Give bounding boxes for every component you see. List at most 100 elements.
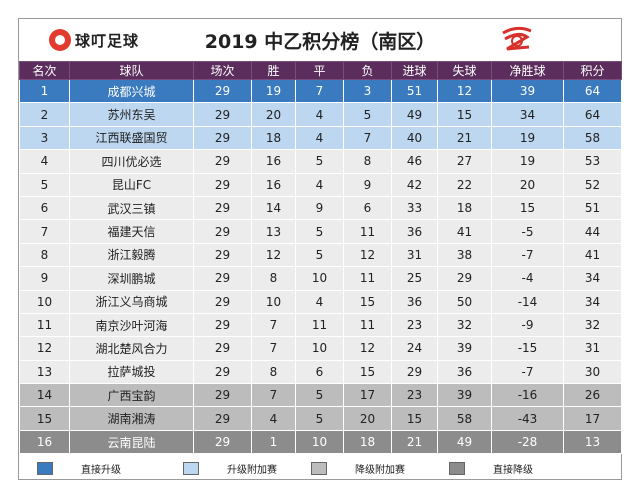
wins-cell: 7 [251,336,296,361]
goals-for-cell: 24 [391,336,438,361]
rank-cell: 3 [19,125,70,151]
goal-diff-cell: 20 [491,172,564,197]
wins-cell: 7 [251,383,296,408]
goal-diff-cell: -14 [491,289,564,314]
goal-diff-cell: -43 [491,406,564,431]
goals-against-cell: 39 [437,336,492,361]
team-cell: 拉萨城投 [69,359,194,385]
legend-swatch [311,461,327,475]
wins-cell: 14 [251,195,296,221]
points-cell: 41 [563,242,622,268]
losses-cell: 11 [343,219,392,244]
team-cell: 昆山FC [69,172,194,197]
legend-swatch [183,461,199,475]
wins-cell: 8 [251,266,296,291]
table-row: 11 南京沙叶河海 29 7 11 11 23 32 -9 32 [19,312,622,338]
goals-for-cell: 21 [391,429,438,455]
goals-for-cell: 25 [391,266,438,291]
goals-against-cell: 39 [437,383,492,408]
played-cell: 29 [193,312,252,338]
played-cell: 29 [193,429,252,455]
points-cell: 13 [563,429,622,455]
brand-name: 球叮足球 [75,31,140,50]
column-header-points: 积分 [563,61,622,80]
goals-for-cell: 46 [391,149,438,174]
goals-against-cell: 32 [437,312,492,338]
rank-cell: 4 [19,149,70,174]
draws-cell: 4 [295,125,344,151]
losses-cell: 6 [343,195,392,221]
team-cell: 苏州东吴 [69,102,194,127]
column-header-rank: 名次 [19,61,70,80]
goals-against-cell: 38 [437,242,492,268]
played-cell: 29 [193,242,252,268]
goals-for-cell: 23 [391,312,438,338]
draws-cell: 10 [295,336,344,361]
draws-cell: 7 [295,78,344,104]
team-cell: 湖南湘涛 [69,406,194,431]
goals-against-cell: 12 [437,78,492,104]
brand-logo: 球叮足球 [49,28,139,52]
losses-cell: 7 [343,125,392,151]
column-header-wins: 胜 [251,61,296,80]
losses-cell: 11 [343,312,392,338]
losses-cell: 5 [343,102,392,127]
table-row: 12 湖北楚风合力 29 7 10 12 24 39 -15 31 [19,336,622,361]
goals-for-cell: 49 [391,102,438,127]
table-row: 10 浙江义乌商城 29 10 4 15 36 50 -14 34 [19,289,622,314]
team-cell: 武汉三镇 [69,195,194,221]
wins-cell: 13 [251,219,296,244]
goals-against-cell: 15 [437,102,492,127]
table-row: 2 苏州东吴 29 20 4 5 49 15 34 64 [19,102,622,127]
team-cell: 云南昆陆 [69,429,194,455]
draws-cell: 5 [295,242,344,268]
wins-cell: 12 [251,242,296,268]
rank-cell: 2 [19,102,70,127]
draws-cell: 10 [295,429,344,455]
wins-cell: 16 [251,149,296,174]
draws-cell: 4 [295,102,344,127]
played-cell: 29 [193,195,252,221]
points-cell: 44 [563,219,622,244]
goals-against-cell: 49 [437,429,492,455]
goal-diff-cell: -7 [491,242,564,268]
losses-cell: 9 [343,172,392,197]
losses-cell: 20 [343,406,392,431]
played-cell: 29 [193,149,252,174]
table-row: 13 拉萨城投 29 8 6 15 29 36 -7 30 [19,359,622,385]
team-cell: 深圳鹏城 [69,266,194,291]
goals-for-cell: 15 [391,406,438,431]
league-logo-icon [502,26,532,51]
draws-cell: 5 [295,219,344,244]
rank-cell: 14 [19,383,70,408]
goal-diff-cell: 39 [491,78,564,104]
points-cell: 31 [563,336,622,361]
points-cell: 32 [563,312,622,338]
draws-cell: 6 [295,359,344,385]
played-cell: 29 [193,336,252,361]
wins-cell: 8 [251,359,296,385]
wins-cell: 16 [251,172,296,197]
team-cell: 浙江义乌商城 [69,289,194,314]
legend-label: 直接降级 [493,464,533,476]
goals-for-cell: 29 [391,359,438,385]
points-cell: 26 [563,383,622,408]
goals-against-cell: 27 [437,149,492,174]
header: 球叮足球 2019 中乙积分榜（南区） [19,19,621,61]
points-cell: 64 [563,102,622,127]
losses-cell: 17 [343,383,392,408]
page-title: 2019 中乙积分榜（南区） [204,31,436,53]
goal-diff-cell: -4 [491,266,564,291]
team-cell: 四川优必选 [69,149,194,174]
team-cell: 湖北楚风合力 [69,336,194,361]
played-cell: 29 [193,125,252,151]
column-header-losses: 负 [343,61,392,80]
goals-for-cell: 51 [391,78,438,104]
standings-card: 球叮足球 2019 中乙积分榜（南区） 名次 球队 场次胜平负进球 失球 净胜球 积分 1… [18,18,622,480]
rank-cell: 8 [19,242,70,268]
team-cell: 浙江毅腾 [69,242,194,268]
wins-cell: 19 [251,78,296,104]
losses-cell: 18 [343,429,392,455]
goal-diff-cell: 34 [491,102,564,127]
rank-cell: 11 [19,312,70,338]
